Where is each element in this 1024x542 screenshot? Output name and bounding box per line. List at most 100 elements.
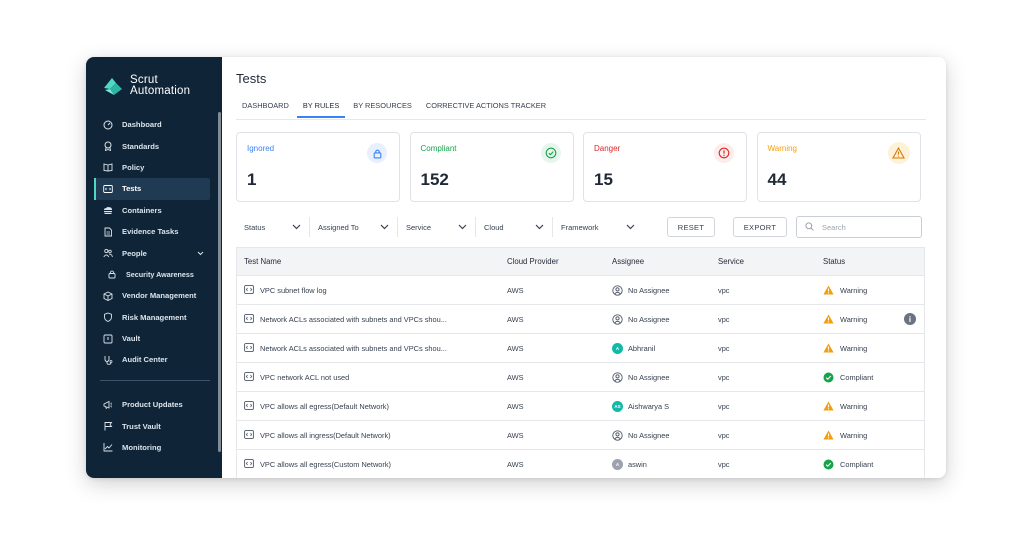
alert-circle-icon xyxy=(714,143,734,163)
sidebar-item-label: Security Awareness xyxy=(126,269,194,279)
assignee-name[interactable]: No Assignee xyxy=(628,314,670,324)
search-box[interactable] xyxy=(796,216,922,238)
card-warning[interactable]: Warning 44 xyxy=(756,132,921,202)
info-icon[interactable]: i xyxy=(904,313,916,325)
card-value: 15 xyxy=(594,170,613,189)
card-ignored[interactable]: Ignored 1 xyxy=(236,132,400,202)
column-header-test-name[interactable]: Test Name xyxy=(244,257,282,266)
user-circle-icon xyxy=(612,429,623,441)
filter-assigned-to[interactable]: Assigned To xyxy=(310,217,398,237)
warning-triangle-icon xyxy=(823,285,834,295)
code-window-icon xyxy=(244,429,254,441)
sidebar-item-product-updates[interactable]: Product Updates xyxy=(94,394,210,415)
chevron-down-icon[interactable] xyxy=(197,249,204,258)
search-input[interactable] xyxy=(820,221,919,233)
sidebar-item-label: Standards xyxy=(122,141,160,151)
sidebar-item-containers[interactable]: Containers xyxy=(94,200,210,221)
status-label: Warning xyxy=(840,401,868,411)
export-button[interactable]: EXPORT xyxy=(733,217,787,237)
sidebar-item-label: Vault xyxy=(122,334,141,344)
test-name[interactable]: VPC allows all ingress(Default Network) xyxy=(260,430,391,440)
sidebar-item-security-awareness[interactable]: Security Awareness xyxy=(94,264,210,285)
filter-framework[interactable]: Framework xyxy=(553,217,643,237)
sidebar-item-standards[interactable]: Standards xyxy=(94,135,210,156)
stethoscope-icon xyxy=(103,355,113,365)
check-circle-icon xyxy=(540,143,561,163)
reset-button[interactable]: RESET xyxy=(667,217,715,237)
test-name[interactable]: VPC subnet flow log xyxy=(260,285,327,295)
card-compliant[interactable]: Compliant 152 xyxy=(409,132,574,202)
tab-divider xyxy=(236,119,926,120)
chevron-down-icon xyxy=(626,223,635,232)
column-header-service[interactable]: Service xyxy=(718,257,744,266)
cloud-provider: AWS xyxy=(507,372,524,382)
sidebar-item-people[interactable]: People xyxy=(94,242,210,263)
brand-logo[interactable]: Scrut Automation xyxy=(102,74,190,97)
filter-service[interactable]: Service xyxy=(398,217,476,237)
assignee-name[interactable]: No Assignee xyxy=(628,285,670,295)
tab-by-rules[interactable]: BY RULES xyxy=(296,99,346,118)
filter-cloud[interactable]: Cloud xyxy=(476,217,553,237)
test-name[interactable]: VPC network ACL not used xyxy=(260,372,350,382)
chevron-down-icon xyxy=(458,223,467,232)
sidebar-item-dashboard[interactable]: Dashboard xyxy=(94,114,210,135)
megaphone-icon xyxy=(103,400,113,410)
assignee-name[interactable]: aswin xyxy=(628,459,647,469)
column-header-status[interactable]: Status xyxy=(823,257,846,266)
assignee-name[interactable]: No Assignee xyxy=(628,372,670,382)
assignee-name[interactable]: Abhranil xyxy=(628,343,656,353)
sidebar-item-risk-management[interactable]: Risk Management xyxy=(94,307,210,328)
card-danger[interactable]: Danger 15 xyxy=(583,132,747,202)
people-icon xyxy=(103,248,113,258)
table-row[interactable]: VPC subnet flow log AWS No Assignee vpc … xyxy=(237,276,924,305)
tab-bar: DASHBOARD BY RULES BY RESOURCES CORRECTI… xyxy=(236,99,554,118)
test-name[interactable]: VPC allows all egress(Custom Network) xyxy=(260,459,392,469)
table-row[interactable]: VPC allows all egress(Custom Network) AW… xyxy=(237,450,924,478)
sidebar-item-trust-vault[interactable]: Trust Vault xyxy=(94,415,210,436)
column-header-cloud-provider[interactable]: Cloud Provider xyxy=(507,257,559,266)
table-row[interactable]: VPC network ACL not used AWS No Assignee… xyxy=(237,363,924,392)
service: vpc xyxy=(718,314,730,324)
status-label: Compliant xyxy=(840,372,874,382)
chart-line-icon xyxy=(103,442,113,452)
tab-dashboard[interactable]: DASHBOARD xyxy=(242,101,289,110)
sidebar-item-audit-center[interactable]: Audit Center xyxy=(94,349,210,370)
filter-status[interactable]: Status xyxy=(236,217,310,237)
table-row[interactable]: Network ACLs associated with subnets and… xyxy=(237,334,924,363)
table-row[interactable]: Network ACLs associated with subnets and… xyxy=(237,305,924,334)
sidebar-scrollbar[interactable] xyxy=(218,112,221,452)
vault-icon xyxy=(103,334,113,344)
tab-by-resources[interactable]: BY RESOURCES xyxy=(353,101,412,110)
test-name[interactable]: VPC allows all egress(Default Network) xyxy=(260,401,389,411)
sidebar-item-evidence-tasks[interactable]: Evidence Tasks xyxy=(94,221,210,242)
sidebar-item-vendor-management[interactable]: Vendor Management xyxy=(94,285,210,306)
status-label: Compliant xyxy=(840,459,874,469)
column-header-assignee[interactable]: Assignee xyxy=(612,257,645,266)
user-circle-icon xyxy=(612,371,623,383)
cloud-provider: AWS xyxy=(507,430,524,440)
cloud-provider: AWS xyxy=(507,459,524,469)
status-label: Warning xyxy=(840,314,868,324)
book-icon xyxy=(103,162,113,172)
cube-icon xyxy=(103,291,113,301)
table-row[interactable]: VPC allows all ingress(Default Network) … xyxy=(237,421,924,450)
sidebar-item-monitoring[interactable]: Monitoring xyxy=(94,437,210,458)
service: vpc xyxy=(718,459,730,469)
test-name[interactable]: Network ACLs associated with subnets and… xyxy=(260,314,447,324)
sidebar-item-label: Evidence Tasks xyxy=(122,227,179,237)
sidebar-item-vault[interactable]: Vault xyxy=(94,328,210,349)
sidebar-item-label: Product Updates xyxy=(122,400,183,410)
sidebar-item-tests[interactable]: Tests xyxy=(94,178,210,200)
table-row[interactable]: VPC allows all egress(Default Network) A… xyxy=(237,392,924,421)
tests-table: Test Name Cloud Provider Assignee Servic… xyxy=(236,247,925,478)
avatar: AS xyxy=(612,400,623,412)
code-window-icon xyxy=(244,342,254,354)
code-window-icon xyxy=(244,371,254,383)
filter-label: Assigned To xyxy=(318,222,359,232)
assignee-name[interactable]: Aishwarya S xyxy=(628,401,670,411)
sidebar-item-policy[interactable]: Policy xyxy=(94,157,210,178)
test-name[interactable]: Network ACLs associated with subnets and… xyxy=(260,343,447,353)
warning-triangle-icon xyxy=(823,314,834,324)
assignee-name[interactable]: No Assignee xyxy=(628,430,670,440)
tab-corrective-actions-tracker[interactable]: CORRECTIVE ACTIONS TRACKER xyxy=(425,101,547,110)
